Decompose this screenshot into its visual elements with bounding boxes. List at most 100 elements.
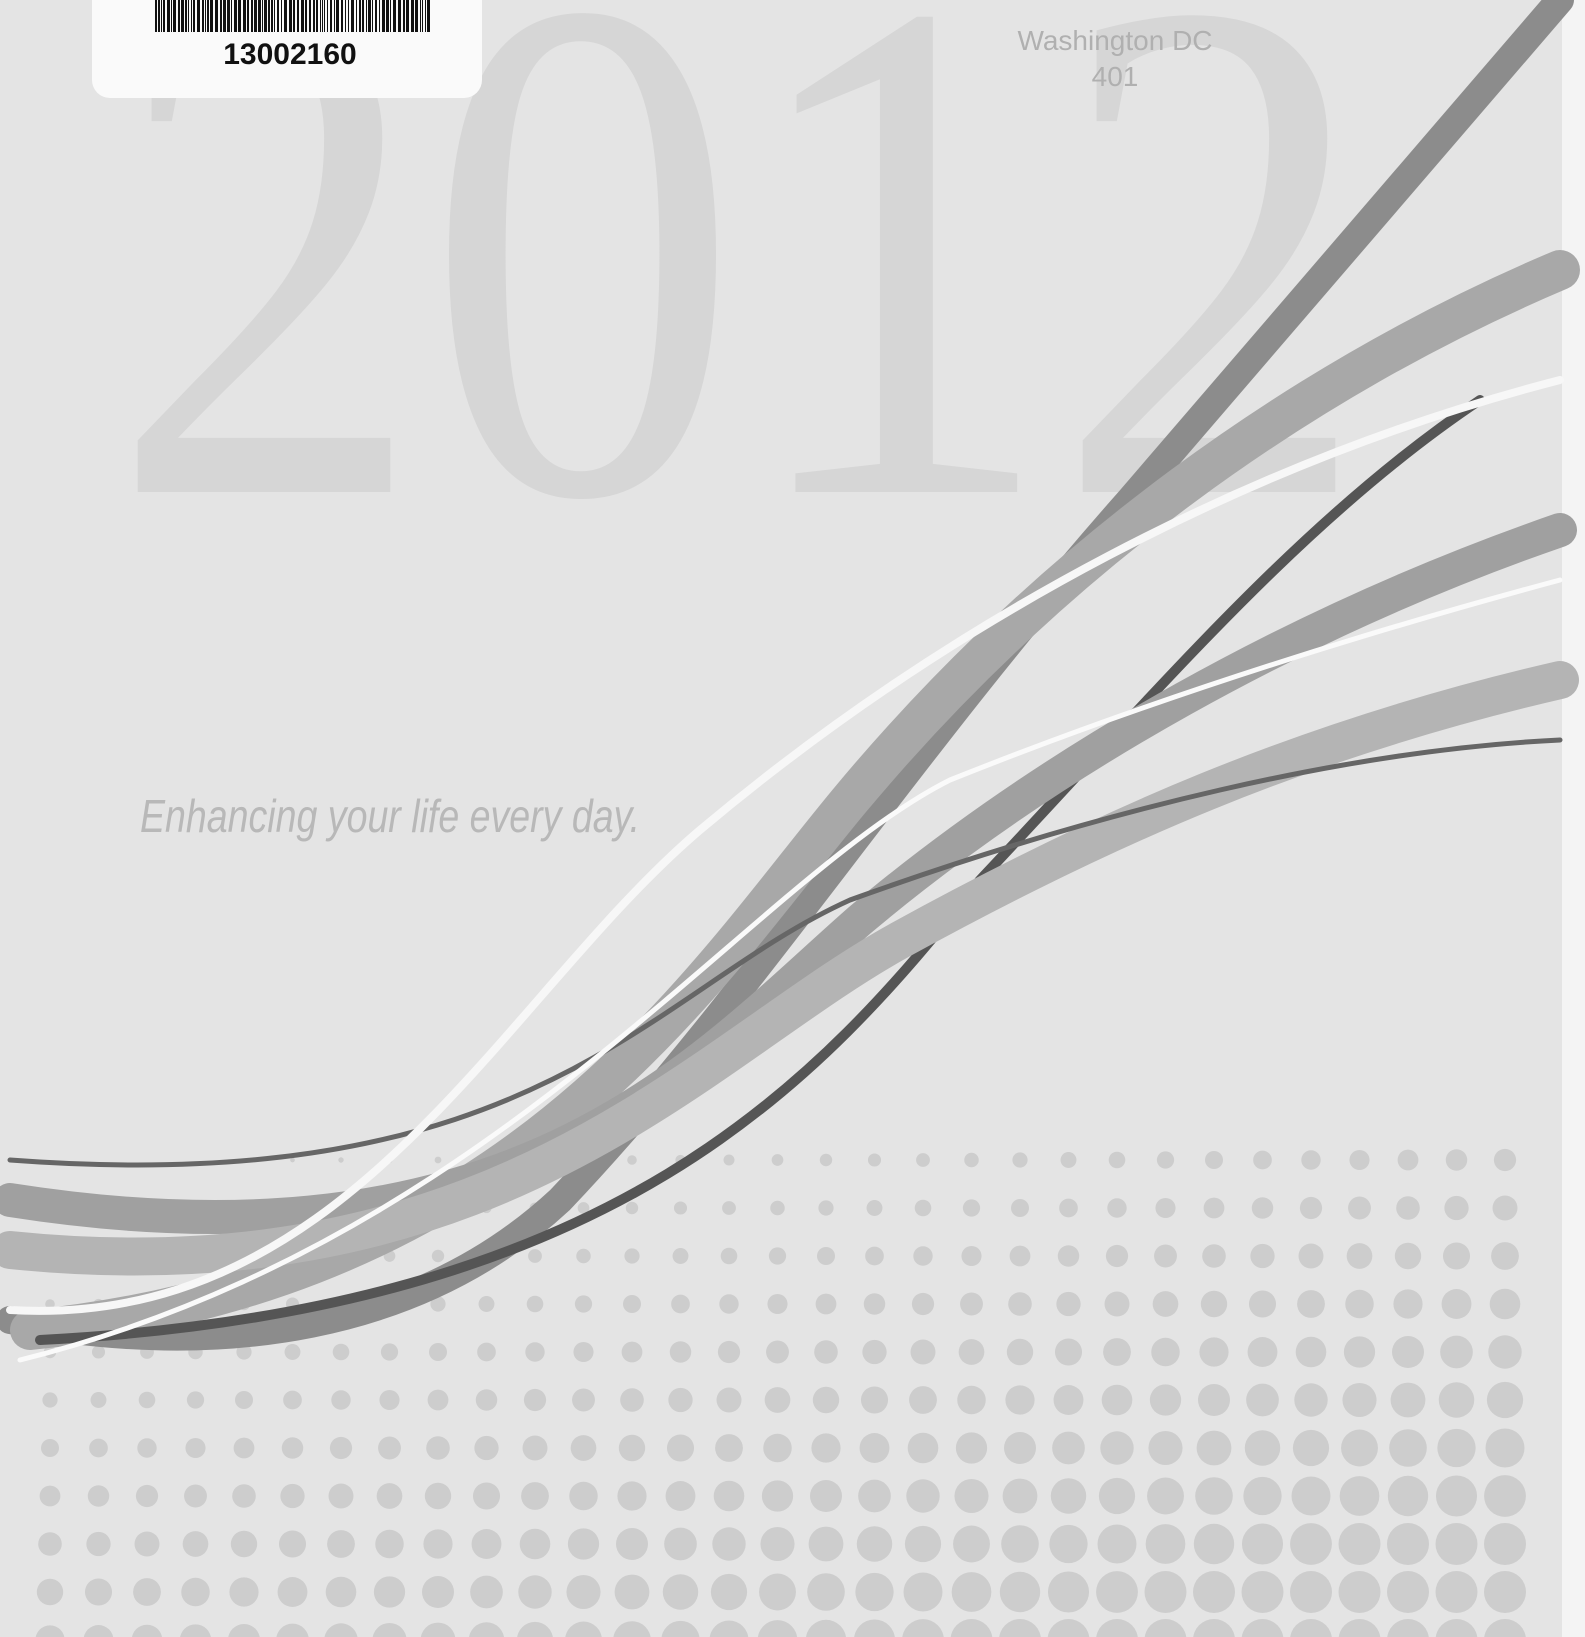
barcode-bar: [293, 0, 295, 32]
barcode-bar: [231, 0, 232, 32]
barcode-bar: [197, 0, 200, 32]
dot: [566, 1574, 601, 1610]
dot: [283, 1390, 302, 1410]
dot: [138, 1391, 156, 1409]
dot: [957, 1385, 986, 1415]
dot: [1338, 1619, 1381, 1637]
barcode-bar: [386, 0, 389, 32]
dot: [672, 1248, 689, 1264]
dot: [1435, 1523, 1478, 1565]
dot: [232, 1484, 256, 1508]
location: Washington DC: [1017, 25, 1212, 56]
dot: [713, 1480, 745, 1512]
dot: [1292, 1429, 1330, 1467]
dot: [903, 1572, 943, 1612]
dot: [1435, 1475, 1478, 1517]
ribbon: [6, 376, 1564, 1315]
dot: [1484, 1475, 1526, 1517]
barcode-bar: [336, 0, 339, 32]
dot-pattern: [35, 1148, 1526, 1637]
dot: [1241, 1571, 1284, 1613]
barcode-bar: [427, 0, 430, 32]
dot: [1491, 1242, 1519, 1270]
right-margin: [1562, 0, 1585, 1637]
dot: [329, 1436, 353, 1460]
barcode-bar: [268, 0, 270, 32]
dot: [916, 1153, 930, 1167]
dot: [1251, 1197, 1274, 1219]
barcode-bar: [425, 0, 426, 32]
dot: [671, 1294, 690, 1314]
barcode-bar: [264, 0, 267, 32]
barcode-bar: [351, 0, 354, 32]
barcode-bar: [223, 0, 226, 32]
dot: [863, 1293, 886, 1315]
dot: [133, 1578, 161, 1606]
dot: [1144, 1571, 1187, 1613]
dot: [904, 1525, 942, 1563]
dot: [1393, 1289, 1423, 1319]
dot: [1011, 1199, 1029, 1217]
dot: [1291, 1476, 1331, 1516]
dot: [569, 1481, 598, 1511]
barcode-bar: [393, 0, 396, 32]
dot: [910, 1339, 936, 1365]
dot: [565, 1621, 602, 1637]
dot: [1244, 1430, 1281, 1466]
barcode-bar: [334, 0, 335, 32]
dot: [1006, 1338, 1034, 1366]
dot: [1005, 1385, 1035, 1415]
dot: [280, 1483, 305, 1509]
barcode-bar: [366, 0, 367, 32]
dot: [1203, 1197, 1225, 1219]
dot: [331, 1390, 351, 1410]
dot: [1492, 1195, 1518, 1221]
dot: [1193, 1619, 1235, 1637]
dot: [723, 1154, 735, 1166]
dot: [1148, 1430, 1183, 1466]
dot: [1002, 1478, 1038, 1514]
dot: [1438, 1382, 1475, 1418]
dot: [134, 1531, 160, 1557]
dot: [662, 1574, 699, 1610]
dot: [1243, 1476, 1282, 1516]
dot: [763, 1433, 792, 1463]
dot: [818, 1200, 834, 1216]
dot: [324, 1623, 358, 1637]
dot: [1253, 1150, 1272, 1170]
dot: [673, 1201, 688, 1215]
dot: [380, 1343, 399, 1361]
dot: [431, 1249, 445, 1263]
barcode-bar: [375, 0, 377, 32]
dot: [866, 1200, 883, 1216]
barcode-bar: [322, 0, 323, 32]
dot: [236, 1344, 252, 1360]
dot: [1096, 1619, 1138, 1637]
dot: [811, 1433, 841, 1463]
dot: [1396, 1196, 1420, 1220]
dot: [277, 1577, 308, 1607]
dot: [1493, 1148, 1517, 1172]
dot: [235, 1391, 253, 1409]
dot: [760, 1526, 795, 1562]
dot: [519, 1528, 551, 1560]
dot: [955, 1432, 988, 1464]
dot: [185, 1437, 206, 1459]
dot: [1397, 1149, 1419, 1171]
dot: [472, 1482, 501, 1510]
dot: [669, 1341, 692, 1363]
dot: [617, 1481, 647, 1511]
dot: [761, 1480, 794, 1512]
barcode-bar: [173, 0, 176, 32]
dot: [950, 1619, 993, 1637]
dot: [858, 1479, 891, 1513]
barcode-bar: [382, 0, 385, 32]
dot: [182, 1531, 209, 1557]
dot: [1299, 1196, 1323, 1220]
barcode-bar: [327, 0, 328, 32]
dot: [1297, 1290, 1325, 1318]
dot: [909, 1386, 937, 1414]
barcode-bar: [390, 0, 391, 32]
dot: [614, 1574, 650, 1610]
